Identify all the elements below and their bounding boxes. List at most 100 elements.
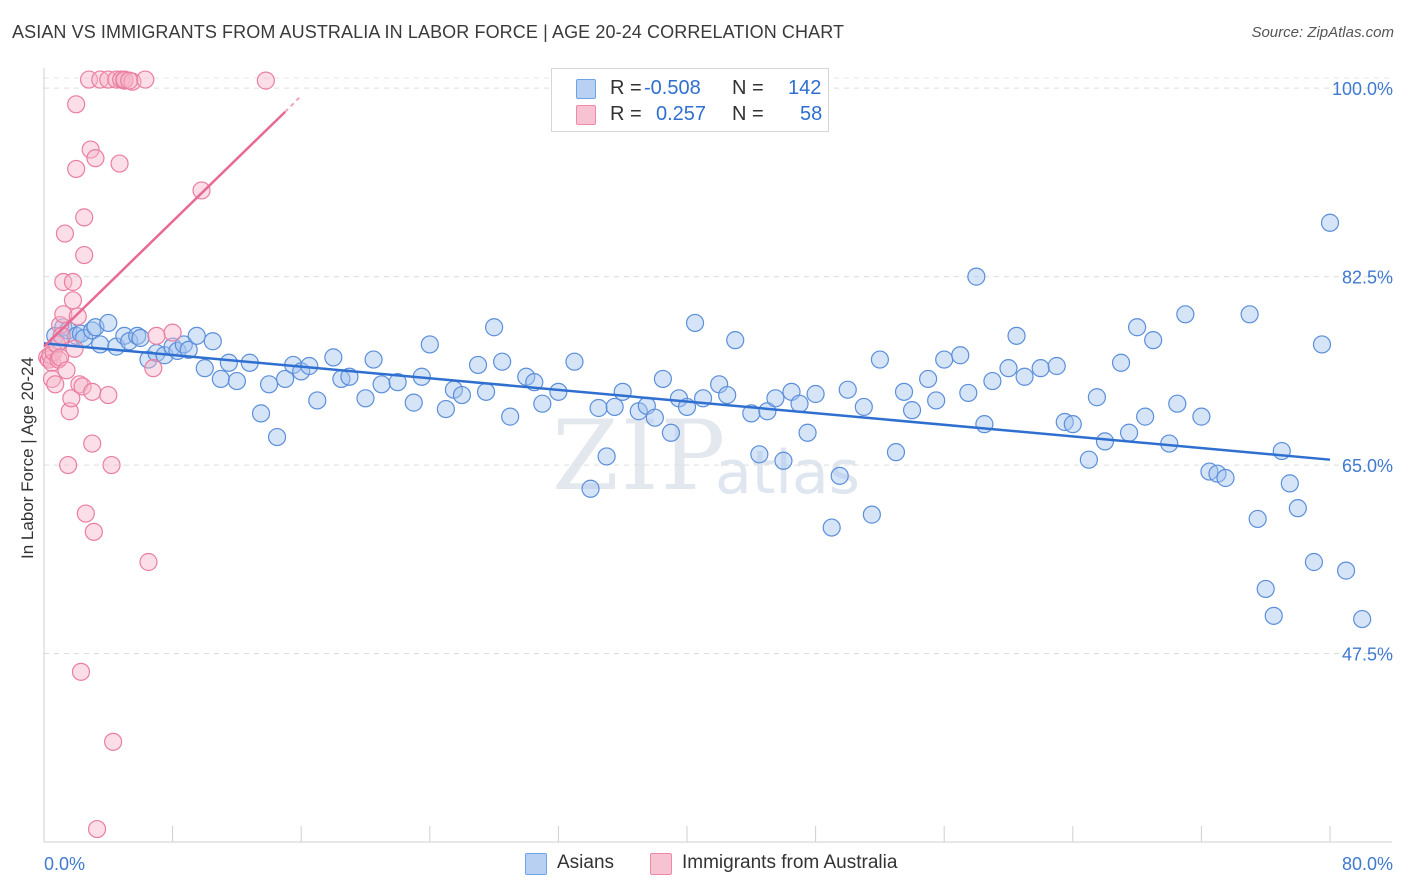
asian-point bbox=[364, 350, 383, 369]
correlation-legend: R = -0.508 N = 142 R = 0.257 N = 58 bbox=[551, 68, 829, 132]
asian-point bbox=[276, 369, 295, 389]
asian-point bbox=[766, 389, 785, 408]
australia-point bbox=[84, 522, 103, 541]
asian-point bbox=[1144, 331, 1163, 350]
asian-point bbox=[468, 355, 488, 375]
australia-point bbox=[102, 455, 121, 475]
australia-point bbox=[104, 732, 123, 751]
legend-n-label: N = bbox=[732, 77, 764, 99]
asian-point bbox=[203, 332, 222, 351]
asian-point bbox=[1192, 407, 1211, 426]
tick-labels: 100.0% 82.5% 65.0% 47.5% 0.0% 80.0% bbox=[44, 79, 1393, 874]
asian-point bbox=[1288, 499, 1307, 518]
asian-point bbox=[854, 397, 873, 417]
asian-point bbox=[1087, 388, 1107, 407]
trend-line-asians bbox=[43, 342, 1331, 461]
australia-point bbox=[68, 307, 87, 326]
australia-point bbox=[139, 552, 158, 572]
asian-point bbox=[128, 326, 147, 345]
series-points bbox=[38, 70, 1372, 839]
australia-point bbox=[87, 819, 107, 839]
asian-point bbox=[774, 451, 793, 470]
asian-point bbox=[565, 352, 584, 371]
asian-point bbox=[750, 445, 769, 464]
asian-point bbox=[436, 399, 455, 419]
asian-point bbox=[219, 353, 238, 372]
asian-point bbox=[211, 369, 230, 389]
trend-line-australia bbox=[43, 110, 286, 348]
asian-point bbox=[1047, 356, 1066, 376]
legend-n-value-australia: 58 bbox=[800, 103, 823, 125]
y-tick-label: 65.0% bbox=[1342, 456, 1393, 476]
asian-point bbox=[493, 352, 512, 371]
source-label[interactable]: Source: ZipAtlas.com bbox=[1251, 24, 1394, 41]
asian-point bbox=[324, 348, 343, 367]
asian-point bbox=[1216, 468, 1235, 488]
australia-point bbox=[256, 71, 275, 90]
asian-point bbox=[1136, 407, 1155, 426]
australia-point bbox=[75, 245, 94, 265]
asian-point bbox=[1304, 552, 1324, 572]
asian-point bbox=[131, 328, 150, 348]
asian-point bbox=[501, 407, 520, 426]
asian-point bbox=[685, 313, 705, 333]
australia-point bbox=[54, 272, 73, 292]
asian-point bbox=[420, 335, 439, 354]
asian-point bbox=[259, 375, 279, 394]
australia-point bbox=[83, 382, 102, 401]
asian-point bbox=[174, 335, 193, 354]
axes bbox=[43, 68, 1392, 843]
asian-point bbox=[476, 382, 496, 401]
australia-point bbox=[110, 154, 129, 173]
asian-point bbox=[1264, 606, 1283, 625]
asian-point bbox=[983, 371, 1002, 391]
asian-point bbox=[919, 369, 938, 389]
asian-point bbox=[83, 321, 102, 340]
asian-point bbox=[372, 375, 391, 394]
australia-point bbox=[63, 272, 83, 292]
australia-point bbox=[62, 389, 81, 408]
trend-lines bbox=[43, 94, 1331, 461]
asian-point bbox=[251, 404, 271, 423]
asian-point bbox=[115, 326, 134, 345]
bottom-legend-swatch-australia bbox=[650, 853, 672, 875]
asian-point bbox=[267, 427, 287, 447]
asian-point bbox=[1320, 213, 1340, 232]
legend-n-value-asians: 142 bbox=[788, 77, 822, 99]
asian-point bbox=[613, 382, 632, 401]
legend-swatch-australia bbox=[576, 105, 596, 125]
legend-r-label: R = bbox=[610, 103, 642, 125]
asian-point bbox=[1248, 509, 1267, 529]
asian-point bbox=[605, 397, 624, 417]
x-tick-label-min: 0.0% bbox=[44, 854, 85, 874]
australia-point bbox=[46, 375, 65, 394]
asian-point bbox=[597, 447, 616, 466]
australia-point bbox=[57, 361, 76, 380]
asian-point bbox=[790, 394, 809, 413]
asian-point bbox=[862, 505, 881, 524]
asian-point bbox=[838, 380, 857, 399]
australia-point bbox=[73, 377, 92, 396]
chart-title: ASIAN VS IMMIGRANTS FROM AUSTRALIA IN LA… bbox=[12, 22, 845, 42]
asian-point bbox=[356, 389, 375, 408]
australia-point bbox=[144, 359, 163, 378]
asian-point bbox=[1240, 305, 1259, 324]
bottom-legend-label-australia: Immigrants from Australia bbox=[682, 852, 898, 873]
asian-point bbox=[806, 384, 825, 404]
y-tick-label: 82.5% bbox=[1342, 268, 1393, 288]
asian-point bbox=[581, 479, 600, 498]
asian-point bbox=[1015, 367, 1034, 386]
asian-point bbox=[1119, 423, 1139, 442]
asian-point bbox=[1063, 415, 1082, 434]
australia-point bbox=[67, 95, 86, 114]
asian-point bbox=[485, 318, 504, 337]
australia-point bbox=[67, 159, 86, 179]
australia-point bbox=[163, 323, 182, 342]
australia-point bbox=[71, 662, 91, 681]
asian-point bbox=[886, 443, 906, 462]
asian-point bbox=[1031, 359, 1050, 378]
asian-point bbox=[999, 359, 1018, 378]
asian-point bbox=[798, 423, 817, 442]
asian-point bbox=[308, 391, 327, 410]
asian-point bbox=[549, 382, 568, 401]
